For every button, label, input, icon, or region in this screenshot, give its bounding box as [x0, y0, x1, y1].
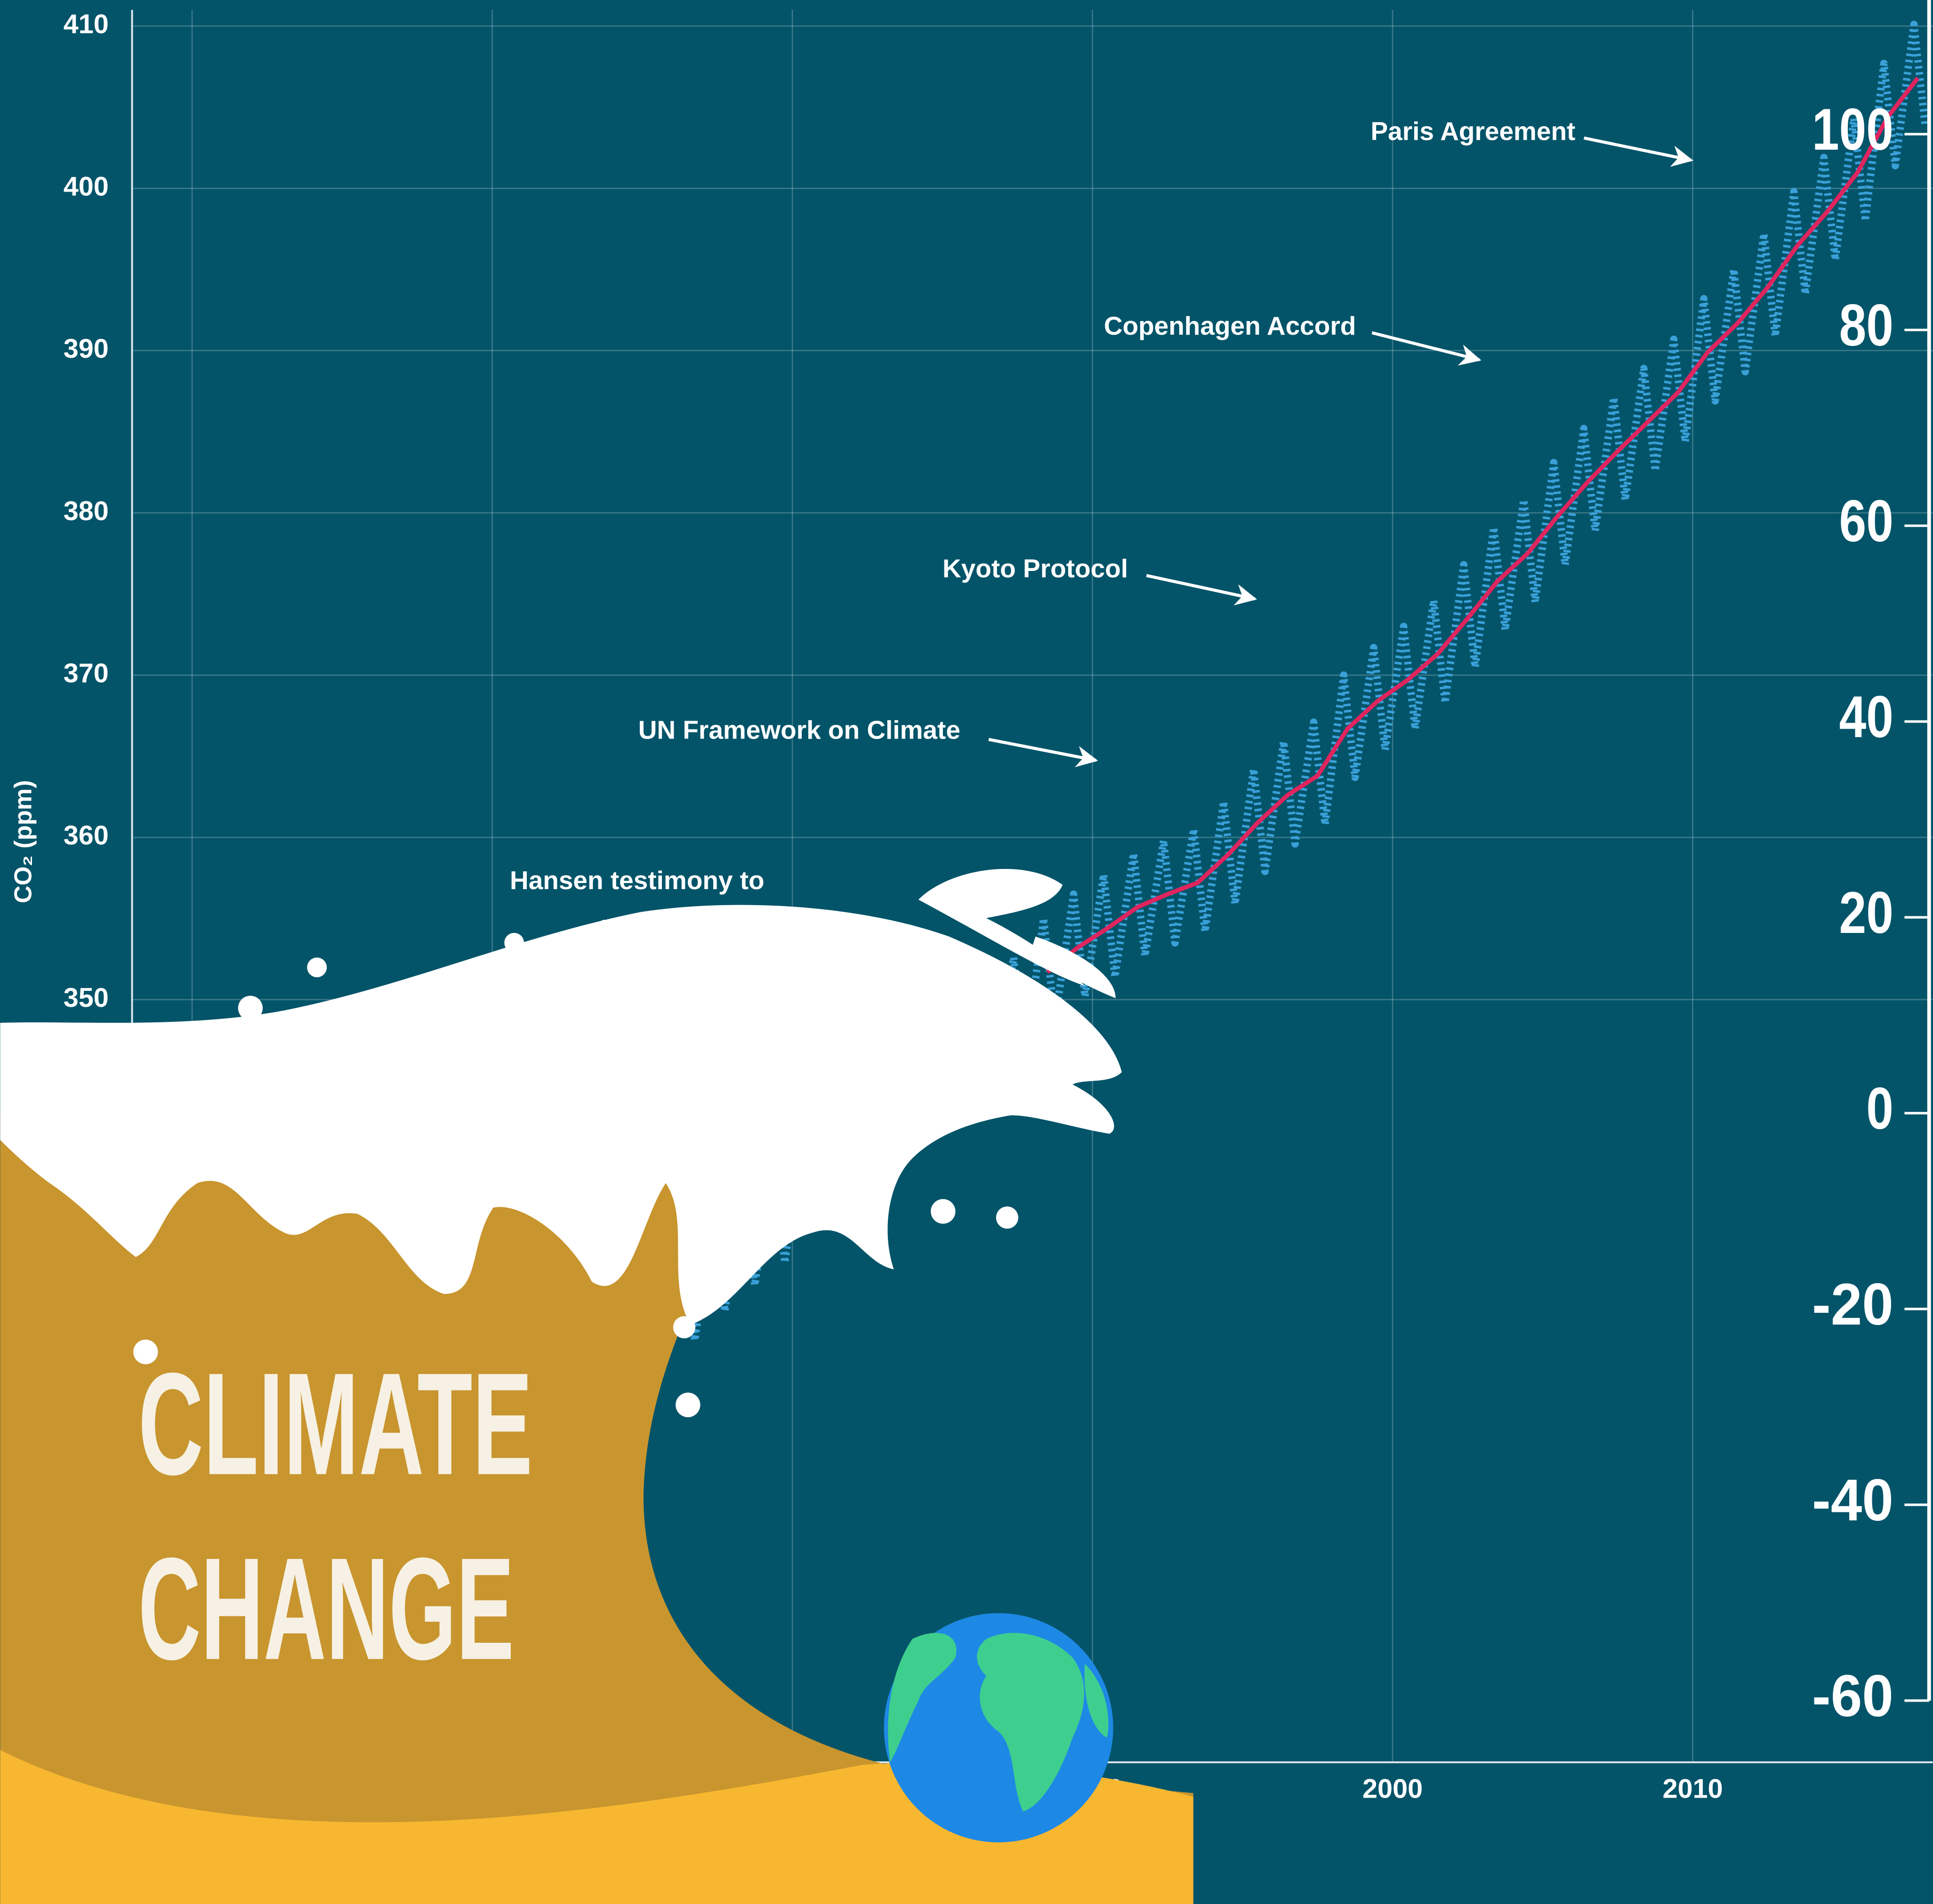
y2-tick-label: -60	[1812, 1663, 1893, 1729]
globe-land	[977, 1633, 1084, 1812]
y2-tick-label: 40	[1839, 683, 1893, 750]
foam-drop	[673, 1316, 696, 1339]
foam-drop	[504, 932, 524, 953]
globe	[884, 1613, 1113, 1843]
foam-drop	[133, 1339, 158, 1365]
x-tick-label: 2000	[1362, 1774, 1423, 1804]
annotation-arrow	[988, 738, 1098, 767]
wave-finger	[1029, 936, 1116, 998]
y-tick-label: 380	[64, 496, 109, 526]
annotation-arrow	[1584, 137, 1693, 167]
wave-body	[0, 1109, 1193, 1904]
y-axis-label: CO₂ (ppm)	[10, 780, 37, 903]
y-tick-label: 350	[64, 983, 109, 1013]
y-tick-label: 360	[64, 820, 109, 851]
y2-tick-label: 100	[1812, 96, 1893, 162]
y2-tick-label: -40	[1812, 1467, 1893, 1533]
foam-drop	[307, 957, 327, 978]
y-tick-label: 400	[64, 171, 109, 201]
poster-title: CLIMATE	[138, 1343, 533, 1505]
annotation: UN Framework on Climate	[638, 715, 960, 745]
globe-land	[1084, 1663, 1109, 1738]
seasonal-line	[650, 21, 1929, 1359]
y2-tick-label: 80	[1839, 292, 1893, 358]
annotation-arrow	[1371, 331, 1482, 366]
x-tick-label: 2010	[1663, 1774, 1723, 1804]
foam-drop	[676, 1392, 701, 1417]
annotation: Kyoto Protocol	[942, 554, 1128, 583]
y-tick-label: 410	[64, 9, 109, 40]
foam-drop	[238, 996, 263, 1020]
y-tick-label: 370	[64, 659, 109, 689]
annotation: Paris Agreement	[1371, 116, 1576, 145]
annotation: Hansen testimony to	[510, 866, 765, 895]
globe-land	[888, 1633, 957, 1762]
foam-drop	[996, 1206, 1018, 1229]
wave-illustration: CLIMATE CHANGE	[0, 868, 1193, 1904]
trend-line	[1046, 76, 1920, 974]
y2-tick-label: 20	[1839, 879, 1893, 946]
foam-drop	[931, 1199, 956, 1224]
y2-tick-label: -20	[1812, 1271, 1893, 1337]
annotation-arrow	[1146, 574, 1257, 606]
wave-foam	[0, 905, 1122, 1325]
annotation: Copenhagen Accord	[1104, 311, 1356, 340]
sand	[0, 1750, 1193, 1904]
y2-tick-label: 60	[1839, 488, 1893, 554]
poster-title: CHANGE	[138, 1527, 515, 1690]
y2-tick-label: 0	[1866, 1075, 1893, 1141]
y-tick-label: 390	[64, 334, 109, 364]
